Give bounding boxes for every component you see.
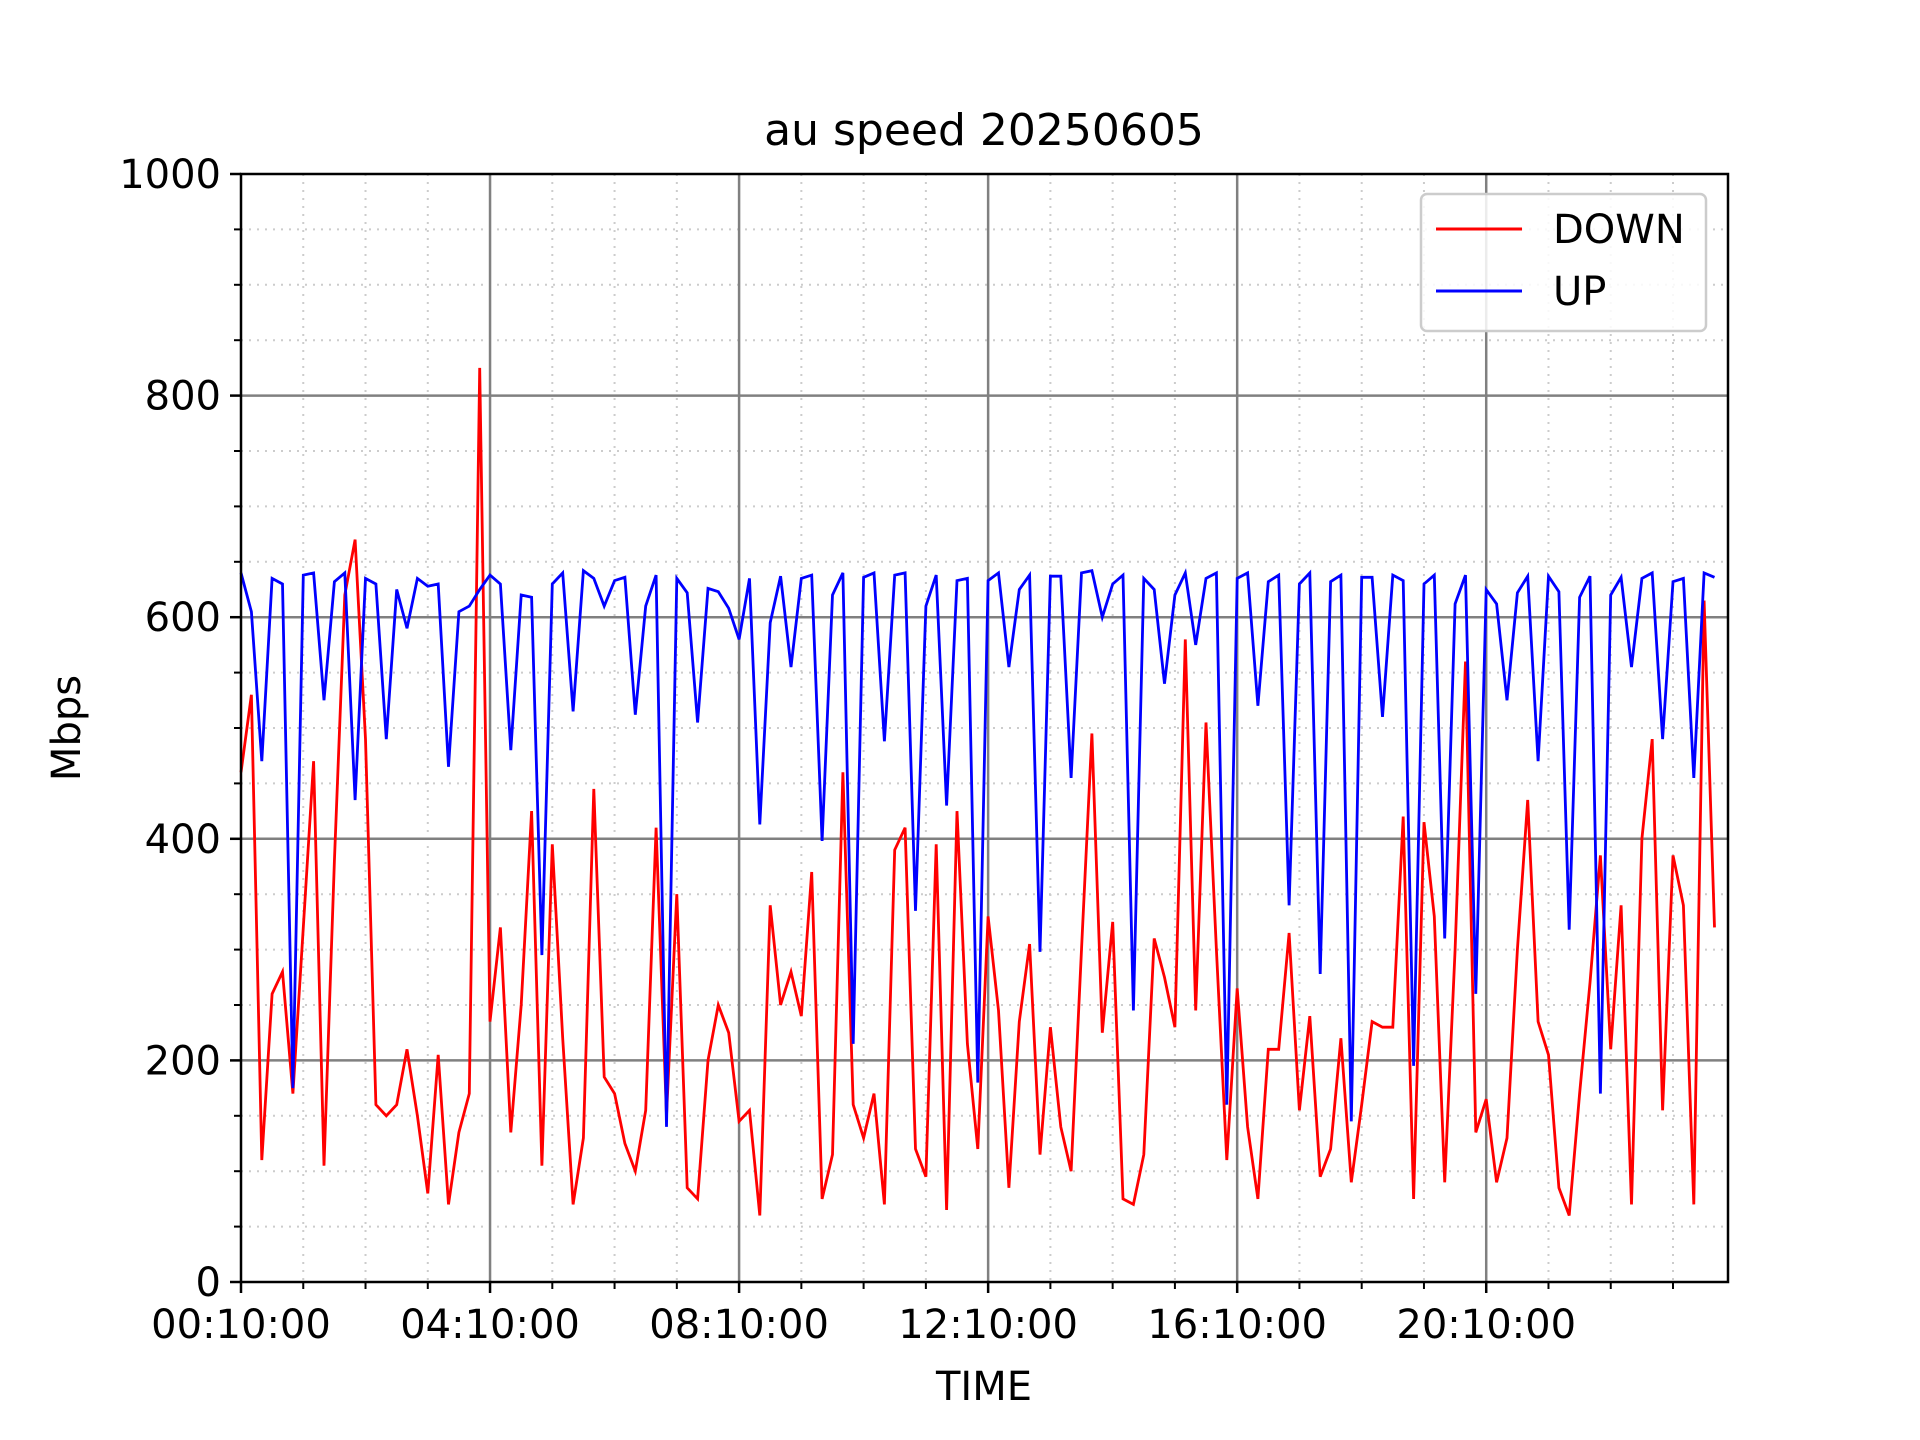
legend-label-up: UP [1553,269,1606,315]
x-tick-label: 00:10:00 [151,1302,331,1348]
y-axis-label: Mbps [44,675,90,781]
y-tick-label: 200 [145,1038,221,1084]
ticks: 00:10:00 04:10:00 08:10:00 12:10:00 16:10:00… [119,152,1675,1348]
y-tick-label: 400 [145,817,221,863]
x-axis-label: TIME [935,1364,1032,1410]
legend: DOWN UP [1419,192,1708,333]
y-tick-label: 600 [145,595,221,641]
x-tick-label: 08:10:00 [649,1302,829,1348]
series-line-up [239,568,1716,1127]
y-tick-label: 800 [145,374,221,420]
x-tick-label: 04:10:00 [400,1302,580,1348]
chart-title: au speed 20250605 [764,105,1204,156]
x-tick-label: 12:10:00 [898,1302,1078,1348]
series-line-down [239,367,1716,1216]
y-tick-label: 0 [196,1260,221,1306]
x-tick-label: 16:10:00 [1147,1302,1327,1348]
x-tick-label: 20:10:00 [1396,1302,1576,1348]
series-lines [239,367,1716,1216]
y-tick-label: 1000 [119,152,221,198]
legend-label-down: DOWN [1553,207,1685,253]
